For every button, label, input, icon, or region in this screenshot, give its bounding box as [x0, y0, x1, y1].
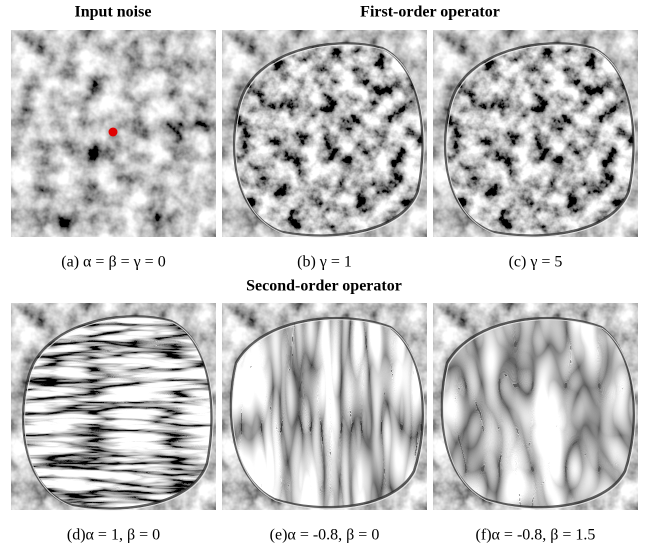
caption: (a) α = β = γ = 0	[61, 254, 165, 271]
caption: (d)α = 1, β = 0	[67, 527, 160, 544]
panel-image	[433, 30, 638, 238]
warp-edge-highlight	[232, 319, 425, 510]
warped-region	[23, 316, 212, 509]
warp-edge-highlight	[443, 319, 636, 510]
warp-edge-highlight	[24, 317, 214, 511]
panel-image	[433, 303, 638, 510]
panel-image	[11, 303, 216, 511]
red-point	[108, 127, 118, 137]
caption: (c) γ = 5	[509, 254, 563, 271]
caption: (f)α = -0.8, β = 1.5	[476, 527, 596, 544]
warp-edge-highlight	[446, 44, 636, 238]
heading: First-order operator	[360, 4, 500, 21]
caption: (e)α = -0.8, β = 0	[270, 527, 380, 544]
warped-texture	[441, 318, 634, 508]
warped-texture	[230, 318, 423, 508]
caption: (b) γ = 1	[297, 254, 352, 271]
panel-image	[222, 30, 427, 238]
warped-region	[441, 318, 634, 508]
warped-texture	[23, 316, 212, 509]
warped-texture	[234, 43, 423, 236]
warped-region	[230, 318, 423, 508]
warped-region	[234, 43, 423, 236]
warped-region	[445, 43, 634, 236]
heading: Second-order operator	[246, 278, 402, 295]
warped-texture	[445, 43, 634, 236]
heading: Input noise	[75, 4, 152, 21]
panel-image	[11, 30, 216, 237]
panel-image	[222, 303, 427, 510]
warp-edge-highlight	[235, 44, 425, 238]
